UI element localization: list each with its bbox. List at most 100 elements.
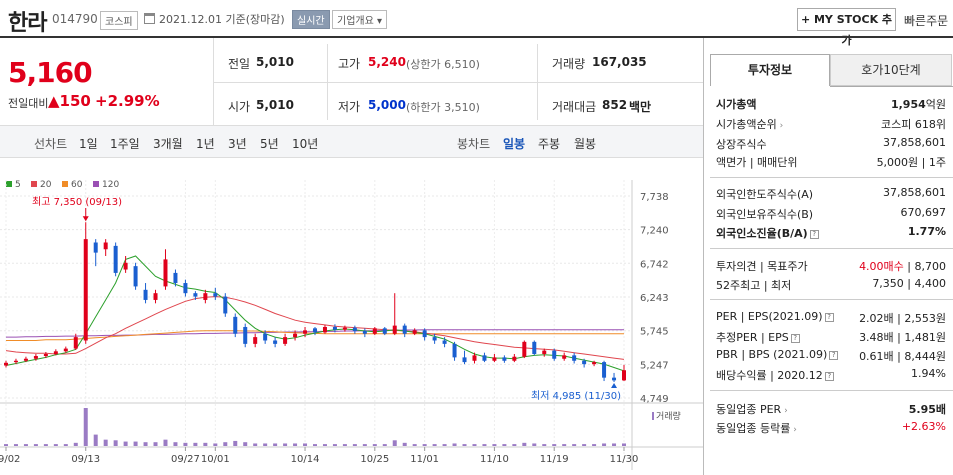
volume-bar [442,444,447,446]
period-1w[interactable]: 1주일 [110,137,140,151]
volume-bar [372,444,377,446]
candle-body [173,272,178,284]
moving-average-ma20 [5,296,625,360]
price-chart[interactable]: 5 20 60 120 7,738 7,240 6,742 6,243 5,745 5,247 4… [0,170,703,475]
candle-body [462,357,467,363]
tab-investment-info[interactable]: 투자정보 [710,54,830,86]
candle-monthly[interactable]: 월봉 [574,137,597,151]
candle-body [542,350,547,355]
y-tick-label: 6,243 [640,293,669,304]
volume-bar [562,444,567,446]
help-icon[interactable]: ? [824,312,834,322]
info-label: 상장주식수 [716,138,767,151]
x-tick-label: 10/01 [201,454,230,465]
candle-body [322,326,327,333]
volume-label: 거래량 [552,57,586,71]
candle-body [53,351,58,355]
info-value: 3.48배 | 1,481원 [859,331,946,344]
help-icon[interactable]: ? [829,350,839,360]
candle-daily[interactable]: 일봉 [503,137,526,151]
lower-limit: (하한가 3,510) [406,101,480,114]
company-overview-dropdown[interactable]: 기업개요 ▾ [332,10,387,29]
y-tick-label: 5,247 [640,360,669,371]
candle-body [582,360,587,365]
price-change: ▲150 [48,92,91,110]
candle-body [93,242,98,253]
candle-body [183,283,188,294]
info-value: +2.63% [901,420,946,433]
info-value: 37,858,601 [883,186,946,199]
volume-bar [143,442,148,446]
candle-body [253,337,258,344]
volume-value: 167,035 [592,55,647,69]
chevron-right-icon[interactable]: › [776,121,784,131]
candle-body [193,293,198,297]
period-1y[interactable]: 1년 [196,137,215,151]
add-my-stock-button[interactable]: + MY STOCK 추가 [797,8,896,47]
period-3y[interactable]: 3년 [228,137,247,151]
info-value: 코스피 618위 [881,118,946,131]
period-5y[interactable]: 5년 [260,137,279,151]
candle-body [63,348,68,352]
y-tick-label: 5,745 [640,327,669,338]
line-chart-label: 선차트 [34,137,68,151]
legend-swatch [6,181,12,187]
help-icon[interactable]: ? [809,229,819,239]
chevron-right-icon[interactable]: › [790,425,797,435]
max-arrow-head [82,216,89,222]
legend-label: 120 [102,180,119,190]
volume-bar [332,444,337,446]
x-tick-label: 10/14 [291,454,320,465]
y-tick-label: 6,742 [640,259,669,270]
info-row-par-value: 액면가 | 매매단위 5,000원 | 1주 [716,154,946,170]
info-value: 0.61배 | 8,444원 [859,350,946,363]
info-row-foreign-limit: 외국인한도주식수(A) 37,858,601 [716,186,946,202]
volume-bar [253,443,258,446]
chevron-right-icon[interactable]: › [781,406,788,416]
candle-body [522,341,527,357]
candle-weekly[interactable]: 주봉 [538,137,561,151]
candle-body [233,316,238,334]
period-10y[interactable]: 10년 [292,137,319,151]
candle-body [612,377,617,381]
legend-swatch [31,181,37,187]
quick-order-link[interactable]: 빠른주문 [904,14,949,28]
candle-body [33,356,38,359]
candle-body [482,355,487,361]
info-row-52w: 52주최고 | 최저 7,350 | 4,400 [716,277,946,293]
volume-bar [203,442,208,446]
volume-bar [582,444,587,446]
volume-bar [53,444,58,446]
trade-amount-value: 852 [602,98,628,112]
volume-bar [103,439,108,446]
info-label: 동일업종 등락률 [716,422,791,435]
volume-bar [13,444,18,446]
stock-name: 한라 [8,11,47,36]
candle-body [492,357,497,361]
tab-hoga-10[interactable]: 호가10단계 [830,54,952,86]
max-price-label: 최고 7,350 (09/13) [32,196,122,208]
volume-bar [422,444,427,446]
volume-bar [43,444,48,446]
period-1d[interactable]: 1일 [79,137,98,151]
candle-body [432,337,437,341]
candle-body [123,262,128,270]
candle-body [372,328,377,334]
volume-legend-mark [652,412,654,420]
x-tick-label: 11/30 [610,454,639,465]
divider [213,82,703,83]
info-label: PER | EPS(2021.09) [716,310,823,323]
candle-body [512,356,517,361]
volume-bar [263,443,268,446]
market-badge: 코스피 [100,11,138,30]
info-unit: 억원 [925,98,946,111]
help-icon[interactable]: ? [790,333,800,343]
info-row-sector-per: 동일업종 PER › 5.95배 [716,401,946,417]
realtime-button[interactable]: 실시간 [292,10,330,29]
candle-body [23,358,28,361]
period-3m[interactable]: 3개월 [153,137,183,151]
help-icon[interactable]: ? [824,371,834,381]
candle-body [442,340,447,344]
change-label: 전일대비 [8,97,49,110]
candle-body [83,239,88,341]
